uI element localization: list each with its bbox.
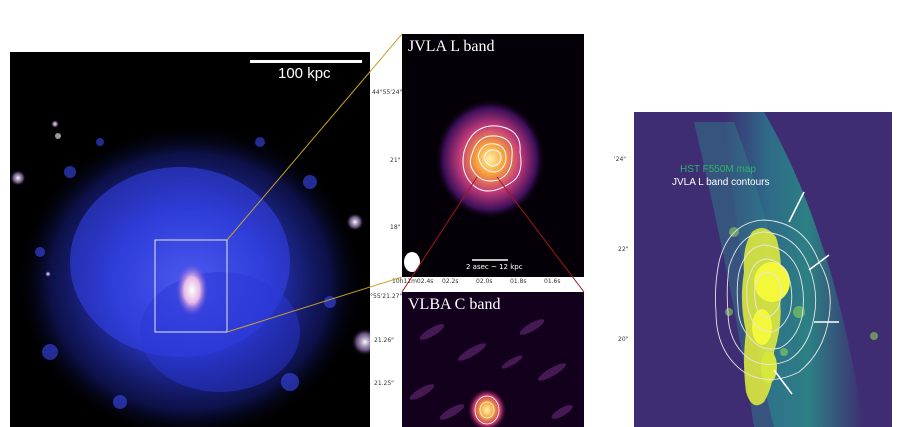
hst-legend-contours: JVLA L band contours	[672, 177, 770, 188]
jvla-ytick-2: 21"	[390, 157, 401, 164]
xray-composite-panel: 100 kpc	[10, 52, 370, 427]
vlba-ytick-1: °55'21.27"	[370, 293, 403, 300]
hst-ytick-2: 22"	[618, 246, 629, 253]
jvla-scale-label: 2 asec ~ 12 kpc	[466, 263, 523, 271]
scalebar-label: 100 kpc	[278, 65, 331, 82]
jvla-ytick-1: 44°55'24"	[372, 89, 403, 96]
vlba-title: VLBA C band	[408, 296, 501, 313]
jvla-xtick-3: 02.0s	[476, 278, 493, 285]
jvla-panel: JVLA L band 2 asec ~ 12 kpc	[402, 34, 584, 277]
hst-legend-map: HST F550M map	[680, 164, 756, 175]
jvla-xtick-2: 02.2s	[442, 278, 459, 285]
jvla-ytick-3: 18"	[390, 224, 401, 231]
central-galaxy	[176, 264, 208, 316]
hst-ytick-1: '24"	[614, 156, 627, 163]
hst-image	[694, 112, 878, 427]
vlba-axes-labels: °55'21.27" 21.26" 21.25"	[370, 290, 402, 420]
xray-image	[10, 120, 370, 427]
hst-axes-labels: '24" 22" 20"	[612, 112, 634, 427]
jvla-axes-labels: 44°55'24" 21" 18"	[372, 34, 402, 294]
vlba-ytick-2: 21.26"	[374, 337, 394, 344]
jvla-xtick-5: 01.6s	[544, 278, 561, 285]
jvla-x-ticks: 10h11m02.4s 02.2s 02.0s 01.8s 01.6s	[392, 278, 588, 288]
vlba-panel: VLBA C band	[402, 292, 584, 427]
hst-panel: HST F550M map JVLA L band contours	[634, 112, 892, 427]
jvla-title: JVLA L band	[408, 38, 495, 55]
vlba-image	[409, 319, 573, 427]
hst-ytick-3: 20"	[618, 336, 629, 343]
vlba-ytick-3: 21.25"	[374, 380, 394, 387]
jvla-xtick-4: 01.8s	[510, 278, 527, 285]
scalebar	[250, 60, 362, 63]
jvla-xtick-1: 10h11m02.4s	[392, 278, 434, 285]
beam-ellipse	[404, 252, 420, 272]
jvla-image	[404, 99, 545, 272]
